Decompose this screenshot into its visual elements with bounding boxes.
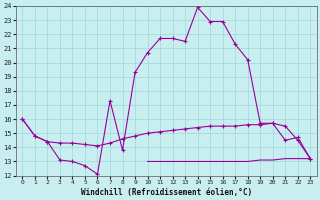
- X-axis label: Windchill (Refroidissement éolien,°C): Windchill (Refroidissement éolien,°C): [81, 188, 252, 197]
